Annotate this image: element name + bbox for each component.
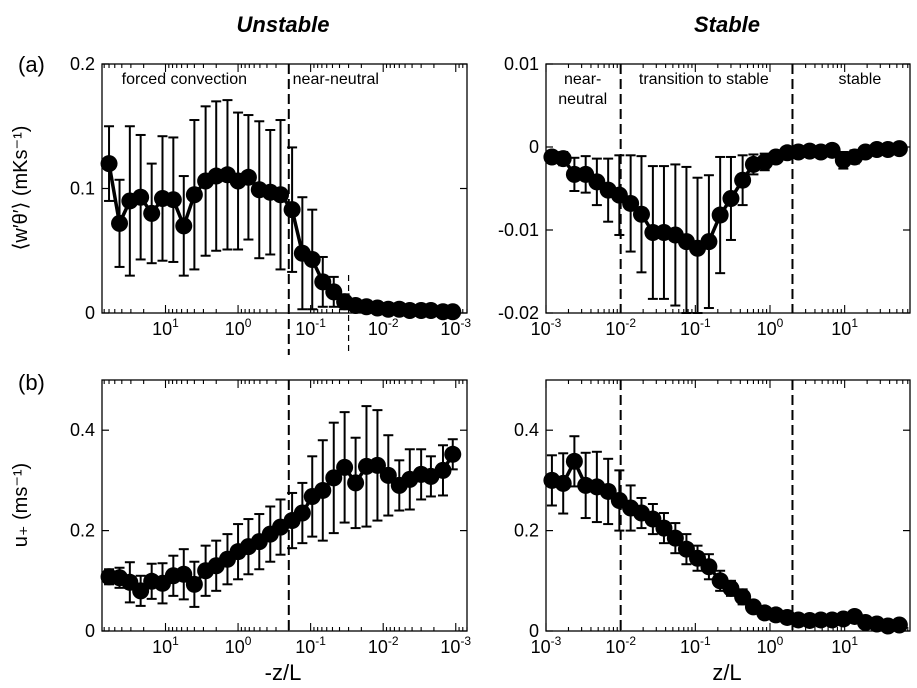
y-tick-label: -0.02	[498, 303, 539, 323]
data-point	[632, 205, 650, 223]
data-point	[283, 201, 301, 219]
x-tick-label: 10-2	[368, 316, 399, 339]
data-point	[368, 456, 386, 474]
x-tick-label: 100	[225, 316, 252, 339]
x-tick-label: 10-2	[605, 634, 636, 657]
data-point	[185, 186, 203, 204]
data-point	[622, 194, 640, 212]
x-tick-label: 10-1	[295, 316, 326, 339]
data-point	[314, 481, 332, 499]
heading-unstable: Unstable	[237, 12, 330, 37]
x-tick-label: 10-1	[680, 634, 711, 657]
y-tick-label: 0.2	[514, 521, 539, 541]
region-label: neutral	[558, 91, 607, 108]
x-tick-label: 10-1	[680, 316, 711, 339]
data-point	[655, 519, 673, 537]
data-point	[303, 250, 321, 268]
data-point	[890, 140, 908, 158]
data-point	[700, 558, 718, 576]
y-tick-label: 0	[529, 137, 539, 157]
x-tick-label: 101	[152, 634, 179, 657]
data-point	[175, 217, 193, 235]
data-point	[734, 171, 752, 189]
data-point	[734, 588, 752, 606]
x-tick-label: 101	[831, 634, 858, 657]
data-point	[325, 469, 343, 487]
data-point	[722, 189, 740, 207]
x-tick-label: 100	[757, 316, 784, 339]
y-tick-label: -0.01	[498, 220, 539, 240]
y-tick-label: 0.4	[514, 420, 539, 440]
data-point	[336, 458, 354, 476]
y-tick-label: 0.4	[70, 420, 95, 440]
heading-stable: Stable	[694, 12, 760, 37]
data-point	[711, 206, 729, 224]
data-point	[565, 452, 583, 470]
x-tick-label: 10-1	[295, 634, 326, 657]
panel-a-stable: -0.02 -0.01 0 0.01 10-3 10-2 10-1 100 101 near-ne…	[498, 54, 911, 339]
data-point	[325, 283, 343, 301]
region-label: near-	[564, 71, 601, 88]
region-label: stable	[839, 71, 882, 88]
x-tick-label: 10-3	[531, 634, 562, 657]
x-tick-label: 101	[831, 316, 858, 339]
panel-label-b: (b)	[18, 370, 45, 395]
data-point	[132, 582, 150, 600]
data-point	[700, 233, 718, 251]
x-tick-label: 100	[757, 634, 784, 657]
x-label-stable: z/L	[712, 660, 741, 685]
data-point	[111, 214, 129, 232]
region-label: transition to stable	[639, 71, 769, 88]
panel-b-stable: 0 0.2 0.4 10-3 10-2 10-1 100 101	[514, 379, 911, 657]
data-point	[132, 188, 150, 206]
region-label: near-neutral	[293, 71, 379, 88]
region-label: forced convection	[122, 71, 247, 88]
x-tick-label: 10-2	[605, 316, 636, 339]
y-tick-label: 0	[529, 621, 539, 641]
plot-frame	[545, 63, 911, 314]
data-point	[554, 474, 572, 492]
data-point	[823, 141, 841, 159]
x-tick-label: 10-3	[440, 634, 471, 657]
y-tick-label: 0.2	[70, 54, 95, 74]
plot-frame	[101, 379, 468, 632]
data-point	[890, 616, 908, 634]
panel-b-unstable: 0 0.2 0.4 101 100 10-1 10-2 10-3	[70, 379, 471, 657]
data-point	[175, 565, 193, 583]
data-point	[314, 273, 332, 291]
data-point	[143, 204, 161, 222]
data-point	[666, 529, 684, 547]
data-point	[434, 461, 452, 479]
x-tick-label: 10-3	[531, 316, 562, 339]
data-point	[185, 575, 203, 593]
data-point	[444, 445, 462, 463]
data-point	[722, 579, 740, 597]
data-point	[554, 150, 572, 168]
data-point	[164, 191, 182, 209]
data-point	[293, 504, 311, 522]
y-tick-label: 0	[85, 621, 95, 641]
data-point	[272, 186, 290, 204]
panel-label-a: (a)	[18, 52, 45, 77]
data-point	[100, 155, 118, 173]
x-label-unstable: -z/L	[265, 660, 302, 685]
data-point	[347, 474, 365, 492]
y-tick-label: 0	[85, 303, 95, 323]
y-tick-label: 0.2	[70, 521, 95, 541]
data-point	[239, 168, 257, 186]
data-point	[444, 303, 462, 321]
x-tick-label: 10-2	[368, 634, 399, 657]
y-tick-label: 0.01	[504, 54, 539, 74]
x-tick-label: 101	[152, 316, 179, 339]
y-tick-label: 0.1	[70, 179, 95, 199]
y-label-ustar: u₊ (ms⁻¹)	[10, 463, 32, 547]
data-point	[379, 466, 397, 484]
y-label-heat-flux: ⟨w′θ′⟩ (mKs⁻¹)	[10, 126, 32, 251]
x-tick-label: 100	[225, 634, 252, 657]
plot-frame	[545, 379, 911, 632]
